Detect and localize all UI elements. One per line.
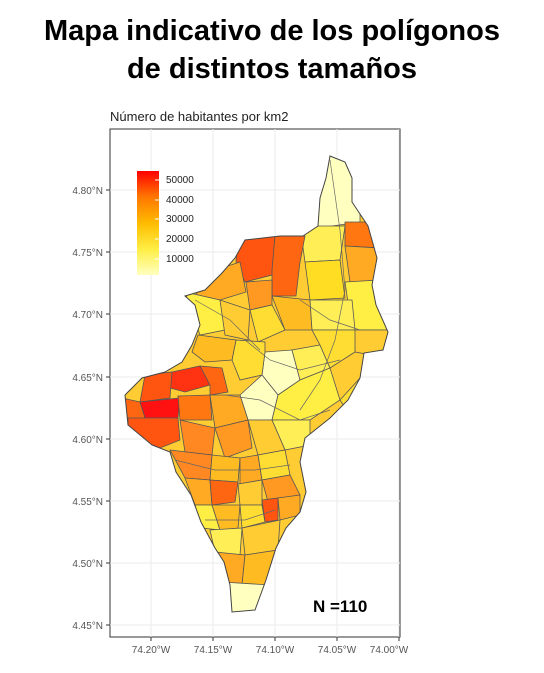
- lat-tick-label: 4.70°N: [72, 310, 103, 321]
- map-region: [219, 299, 251, 341]
- legend-label: 50000: [166, 175, 194, 186]
- map-region: [261, 497, 279, 523]
- lat-tick-label: 4.60°N: [72, 435, 103, 446]
- legend-label: 20000: [166, 234, 194, 245]
- legend-label: 40000: [166, 195, 194, 206]
- lon-tick-label: 74.10°W: [256, 645, 295, 656]
- lat-tick-label: 4.55°N: [72, 497, 103, 508]
- map-region: [199, 365, 229, 396]
- map-region: [311, 329, 356, 369]
- map-subtitle: Número de habitantes por km2: [110, 109, 288, 124]
- main-title-line-1: Mapa indicativo de los polígonos: [44, 15, 500, 47]
- map-region: [237, 479, 263, 506]
- map-region: [139, 397, 181, 419]
- legend-colorbar: [137, 171, 159, 275]
- map-region: [177, 394, 213, 421]
- map-region: [271, 235, 306, 297]
- lat-axis: 4.80°N 4.75°N 4.70°N 4.65°N 4.60°N 4.55°…: [72, 186, 110, 632]
- map-region: [191, 334, 237, 363]
- lat-tick-label: 4.75°N: [72, 248, 103, 259]
- sample-size-label: N =110: [313, 597, 367, 616]
- map-region: [209, 479, 239, 506]
- map-region: [209, 454, 241, 483]
- map-region: [309, 299, 356, 331]
- main-title: Mapa indicativo de los polígonos de dist…: [0, 12, 544, 88]
- lon-axis: 74.20°W 74.15°W 74.10°W 74.05°W 74.00°W: [132, 637, 409, 656]
- lat-tick-label: 4.45°N: [72, 621, 103, 632]
- lon-tick-label: 74.05°W: [318, 645, 357, 656]
- lat-tick-label: 4.80°N: [72, 186, 103, 197]
- lon-tick-label: 74.20°W: [132, 645, 171, 656]
- map-boundary-lines: [174, 159, 361, 521]
- lat-tick-label: 4.50°N: [72, 559, 103, 570]
- map-legend: 50000 40000 30000 20000 10000: [137, 171, 194, 275]
- lat-tick-label: 4.65°N: [72, 373, 103, 384]
- legend-label: 30000: [166, 214, 194, 225]
- legend-label: 10000: [166, 254, 194, 265]
- map-region: [214, 419, 253, 459]
- lon-tick-label: 74.15°W: [194, 645, 233, 656]
- lon-tick-label: 74.00°W: [370, 645, 409, 656]
- map-region: [304, 259, 346, 301]
- main-title-line-2: de distintos tamaños: [126, 53, 418, 85]
- map-region: [195, 261, 247, 301]
